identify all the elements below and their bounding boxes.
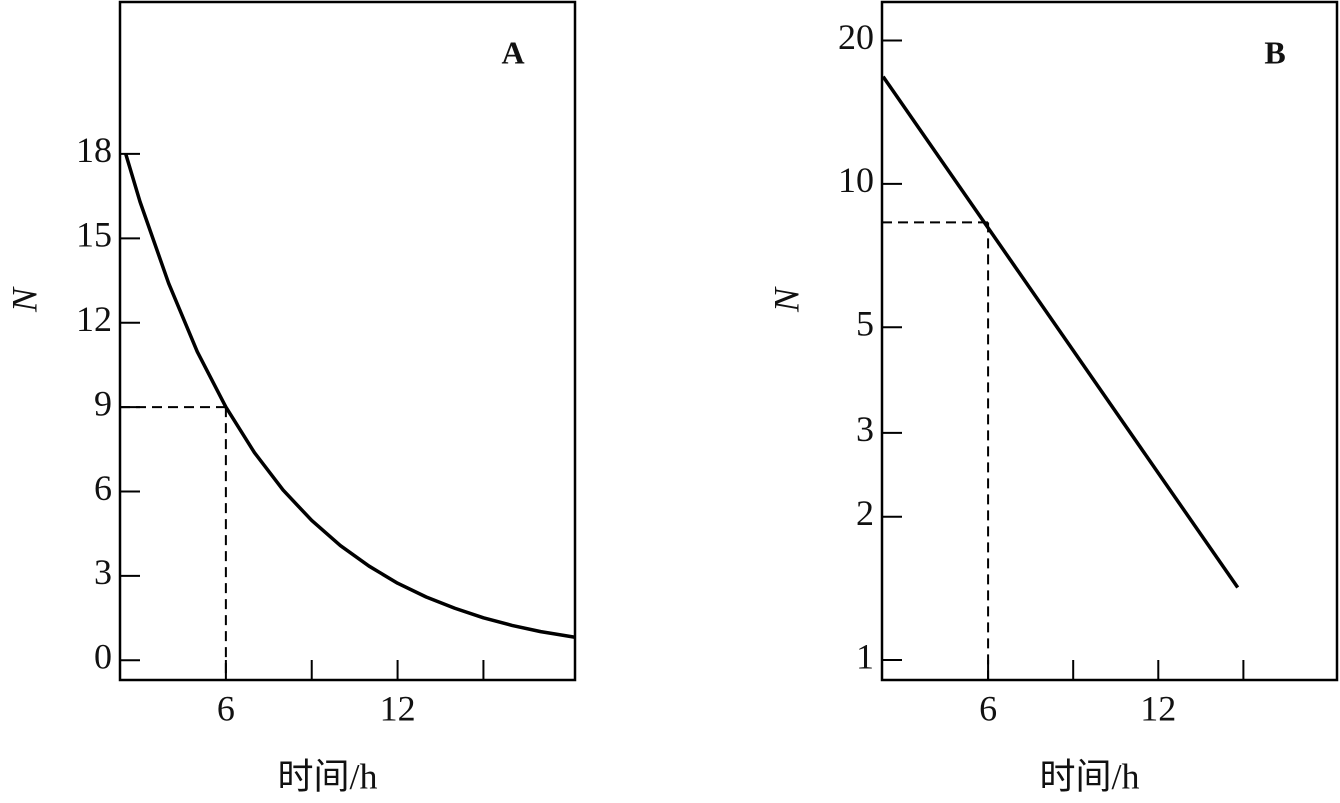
y-tick-label: 1 (856, 636, 874, 676)
x-tick-label: 6 (217, 688, 235, 728)
x-axis-label: 时间/h (1039, 756, 1139, 796)
y-tick-label: 5 (856, 303, 874, 343)
y-tick-label: 6 (94, 468, 112, 508)
y-tick-label: 2 (856, 493, 874, 533)
plot-frame (118, 0, 577, 682)
y-tick-label: 9 (94, 383, 112, 423)
x-tick-label: 6 (979, 688, 997, 728)
y-tick-label: 3 (856, 409, 874, 449)
x-tick-label: 12 (1140, 688, 1176, 728)
y-tick-label: 18 (76, 130, 112, 170)
y-axis-label: N (4, 286, 44, 313)
data-line (124, 153, 576, 639)
x-axis-label: 时间/h (277, 756, 377, 796)
y-tick-label: 3 (94, 552, 112, 592)
y-tick-label: 10 (838, 160, 874, 200)
y-axis-label: N (766, 286, 806, 313)
y-tick-label: 12 (76, 299, 112, 339)
y-tick-label: 0 (94, 637, 112, 677)
y-tick-label: 20 (838, 17, 874, 57)
y-tick-label: 15 (76, 215, 112, 255)
data-line (881, 75, 1240, 589)
panel-label: A (501, 34, 524, 70)
plot-frame (880, 0, 1339, 682)
panel-label: B (1264, 34, 1285, 70)
x-tick-label: 12 (380, 688, 416, 728)
